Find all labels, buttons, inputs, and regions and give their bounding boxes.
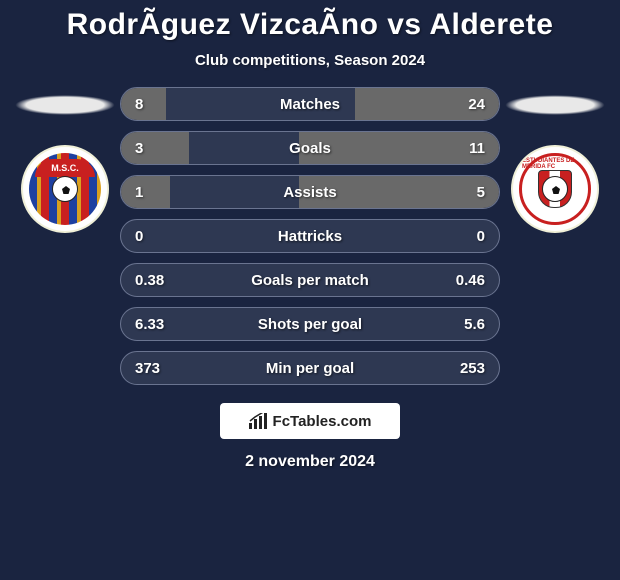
left-club-abbrev: M.S.C. [35, 159, 95, 177]
stat-row: 1Assists5 [120, 175, 500, 209]
soccer-ball-icon [542, 176, 568, 202]
right-club-badge: ESTUDIANTES DE MERIDA FC [511, 145, 599, 233]
stat-label: Assists [121, 184, 499, 201]
stat-value-right: 5.6 [445, 316, 485, 333]
stat-row: 0.38Goals per match0.46 [120, 263, 500, 297]
comparison-card: RodrÃ­guez VizcaÃ­no vs Alderete Club co… [0, 0, 620, 580]
stat-label: Min per goal [121, 360, 499, 377]
player-shadow-left [15, 95, 115, 115]
stat-row: 6.33Shots per goal5.6 [120, 307, 500, 341]
stat-label: Matches [121, 96, 499, 113]
stat-value-right: 253 [445, 360, 485, 377]
stat-row: 8Matches24 [120, 87, 500, 121]
stats-column: 8Matches24 3Goals11 1Assists5 0Hattricks0 0.… [120, 87, 500, 385]
soccer-ball-icon [52, 176, 78, 202]
right-club-ring: ESTUDIANTES DE MERIDA FC [522, 158, 588, 170]
brand-text: FcTables.com [273, 413, 372, 430]
stat-value-right: 5 [445, 184, 485, 201]
stat-value-right: 0.46 [445, 272, 485, 289]
date-text: 2 november 2024 [245, 453, 375, 471]
stat-row: 0Hattricks0 [120, 219, 500, 253]
left-club-badge: M.S.C. [21, 145, 109, 233]
player-shadow-right [505, 95, 605, 115]
page-title: RodrÃ­guez VizcaÃ­no vs Alderete [67, 8, 554, 42]
right-player-col: ESTUDIANTES DE MERIDA FC [500, 87, 610, 233]
stat-value-right: 24 [445, 96, 485, 113]
stat-value-right: 0 [445, 228, 485, 245]
stat-row: 373Min per goal253 [120, 351, 500, 385]
stat-label: Hattricks [121, 228, 499, 245]
subtitle: Club competitions, Season 2024 [195, 52, 425, 69]
stat-value-right: 11 [445, 140, 485, 157]
right-club-badge-inner: ESTUDIANTES DE MERIDA FC [519, 153, 591, 225]
main-area: M.S.C. 8Matches24 3Goals11 1Assists5 0Hattr… [0, 87, 620, 385]
stat-label: Shots per goal [121, 316, 499, 333]
stat-row: 3Goals11 [120, 131, 500, 165]
stat-label: Goals [121, 140, 499, 157]
chart-icon [249, 413, 269, 429]
right-club-shield [538, 170, 572, 208]
stat-label: Goals per match [121, 272, 499, 289]
left-player-col: M.S.C. [10, 87, 120, 233]
brand-badge[interactable]: FcTables.com [220, 403, 400, 439]
left-club-badge-inner: M.S.C. [29, 153, 101, 225]
